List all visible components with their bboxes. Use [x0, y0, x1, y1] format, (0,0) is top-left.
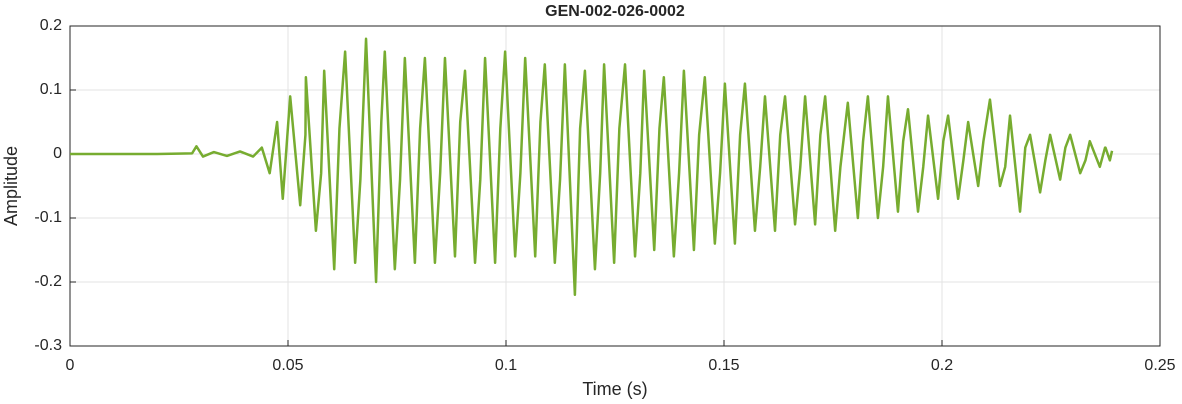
waveform-line — [70, 37, 1114, 297]
y-tick-label: -0.3 — [34, 337, 62, 354]
chart-title: GEN-002-026-0002 — [545, 3, 685, 20]
x-axis-label: Time (s) — [582, 379, 647, 399]
x-tick-label: 0.1 — [495, 357, 517, 374]
x-tick-label: 0 — [66, 357, 75, 374]
y-tick-label: 0.2 — [40, 17, 62, 34]
x-tick-label: 0.05 — [272, 357, 303, 374]
x-tick-label: 0.15 — [708, 357, 739, 374]
y-tick-label: 0 — [53, 145, 62, 162]
y-tick-label: -0.1 — [34, 209, 62, 226]
x-tick-label: 0.25 — [1144, 357, 1175, 374]
plot-frame — [69, 25, 1161, 347]
y-axis-label: Amplitude — [1, 146, 21, 226]
x-tick-label: 0.2 — [931, 357, 953, 374]
y-tick-label: -0.2 — [34, 273, 62, 290]
y-tick-label: 0.1 — [40, 81, 62, 98]
